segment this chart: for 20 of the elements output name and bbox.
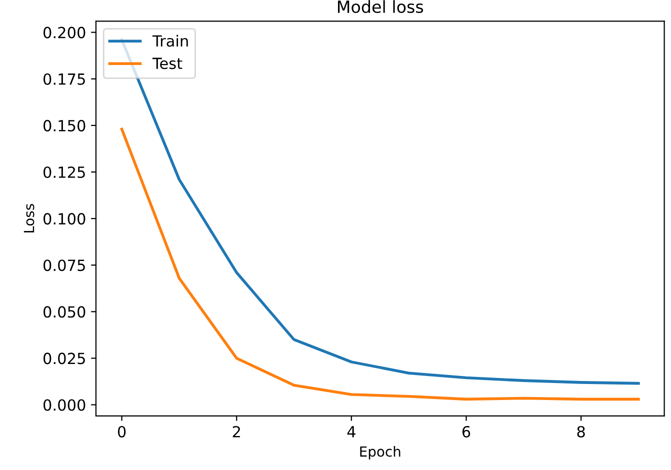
y-tick-label: 0.150 — [44, 120, 86, 132]
y-tick-label: 0.025 — [44, 352, 85, 364]
y-tick-label: 0.175 — [44, 73, 85, 85]
x-axis-title: Epoch — [360, 446, 400, 460]
chart-title: Model loss — [338, 0, 424, 14]
line-series — [120, 128, 640, 401]
legend-label: Train — [152, 34, 188, 47]
y-tick-label: 0.200 — [44, 26, 86, 38]
x-tick-label: 0 — [118, 426, 126, 438]
x-tick-label: 2 — [232, 426, 240, 438]
y-tick-label: 0.075 — [44, 260, 85, 272]
y-tick-label: 0.000 — [44, 399, 86, 411]
legend-label: Test — [152, 58, 182, 70]
x-tick-label: 4 — [347, 426, 356, 438]
y-axis-title: Loss — [24, 204, 34, 232]
x-tick-label: 6 — [462, 426, 470, 438]
y-tick-label: 0.050 — [44, 306, 86, 318]
x-tick-label: 8 — [577, 426, 585, 438]
y-tick-label: 0.125 — [44, 166, 85, 178]
y-tick-label: 0.100 — [44, 213, 86, 225]
